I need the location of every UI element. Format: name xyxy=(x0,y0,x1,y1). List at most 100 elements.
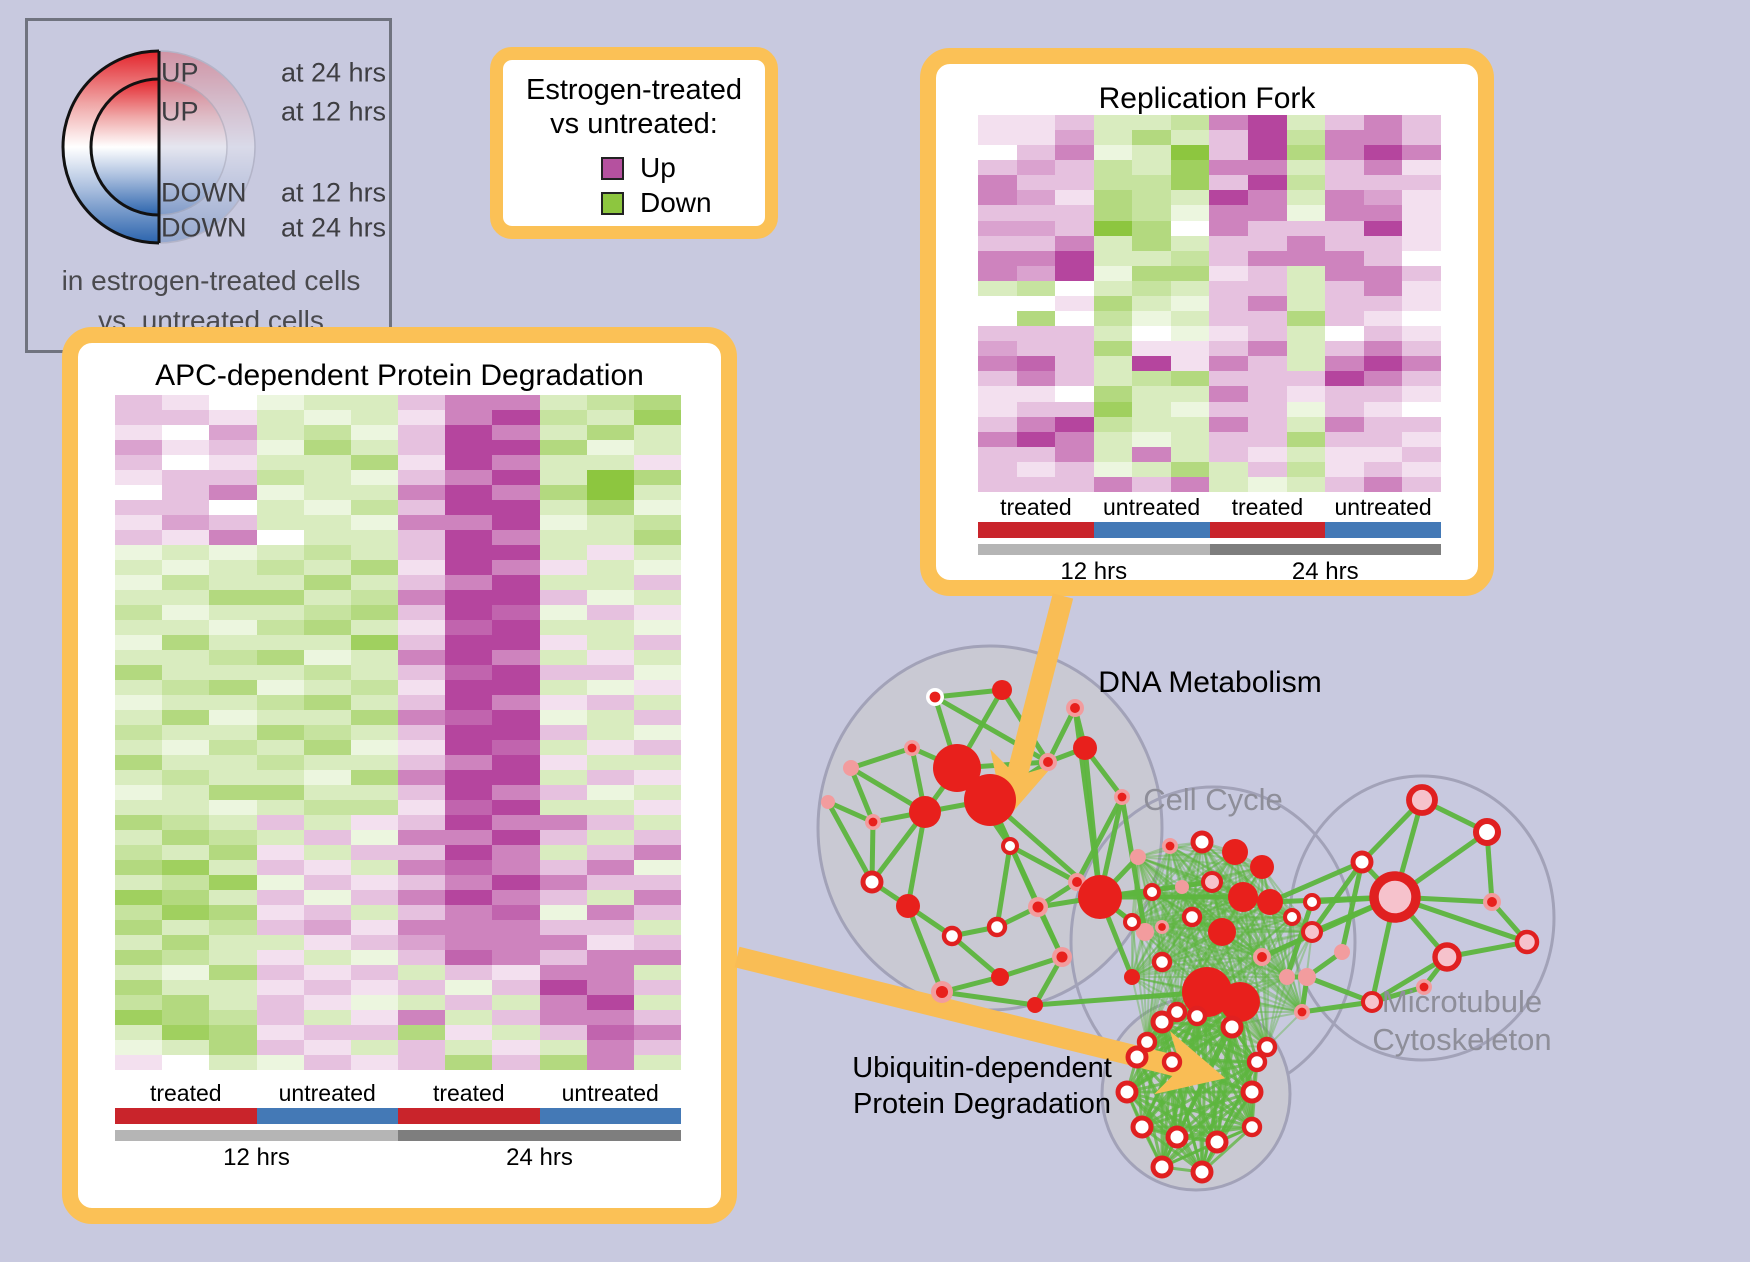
heatmap-cell xyxy=(256,545,304,560)
heatmap-cell xyxy=(492,590,540,605)
heatmap-cell xyxy=(492,485,540,500)
heatmap-cell xyxy=(445,485,493,500)
dna-metabolism-label: DNA Metabolism xyxy=(1098,666,1321,699)
heatmap-cell xyxy=(586,845,634,860)
heatmap-cell xyxy=(1016,265,1056,281)
heatmap-cell xyxy=(1402,115,1441,131)
heatmap-cell xyxy=(350,545,398,560)
heatmap-cell xyxy=(1016,401,1056,417)
network-node-core xyxy=(868,817,878,827)
heatmap-cell xyxy=(1248,356,1287,372)
heatmap-cell xyxy=(539,530,587,545)
heatmap-cell xyxy=(633,605,681,620)
heatmap-cell xyxy=(1363,431,1403,447)
heatmap-cell xyxy=(1093,356,1133,372)
heatmap-cell xyxy=(445,575,493,590)
heatmap-cell xyxy=(978,265,1017,281)
heatmap-cell xyxy=(1170,386,1210,402)
heatmap-cell xyxy=(1286,235,1326,251)
network-node-core xyxy=(1419,982,1429,992)
heatmap-cell xyxy=(978,190,1017,206)
heatmap-cell xyxy=(1132,461,1171,477)
network-node xyxy=(933,744,981,792)
heatmap-cell xyxy=(350,725,398,740)
heatmap-cell xyxy=(1132,250,1171,266)
heatmap-cell xyxy=(1286,175,1326,191)
heatmap-cell xyxy=(445,1040,493,1055)
heatmap-cell xyxy=(398,425,446,440)
heatmap-cell xyxy=(303,695,351,710)
heatmap-cell xyxy=(586,395,634,410)
heatmap-cell xyxy=(256,830,304,845)
heatmap-cell xyxy=(1402,220,1441,236)
heatmap-cell xyxy=(445,620,493,635)
heatmap-cell xyxy=(1170,130,1210,146)
network-node xyxy=(1078,875,1122,919)
heatmap-cell xyxy=(586,575,634,590)
heatmap-cell xyxy=(1248,295,1287,312)
heatmap-cell xyxy=(1286,280,1326,296)
heatmap-cell xyxy=(256,470,304,485)
network-edge xyxy=(848,767,876,823)
down-swatch xyxy=(601,191,624,215)
heatmap-cell xyxy=(633,740,681,755)
heatmap-cell xyxy=(445,695,493,710)
network-node xyxy=(1027,997,1043,1013)
network-edge xyxy=(1176,1090,1253,1139)
network-edge xyxy=(1146,961,1163,1043)
heatmap-cell xyxy=(445,515,493,530)
network-node xyxy=(1136,923,1154,941)
heatmap-cell xyxy=(978,115,1017,131)
heatmap-cell xyxy=(115,1055,163,1070)
heatmap-cell xyxy=(350,440,398,455)
network-node xyxy=(1220,1015,1244,1039)
network-node xyxy=(1124,969,1140,985)
heatmap-cell xyxy=(1325,175,1364,191)
heatmap-cell xyxy=(586,860,634,875)
heatmap-cell xyxy=(1363,250,1403,266)
time-color-bars xyxy=(115,1130,681,1141)
network-edge xyxy=(1082,747,1103,898)
network-edge xyxy=(1201,841,1208,993)
heatmap-cell xyxy=(978,416,1017,432)
heatmap-cell xyxy=(978,356,1017,372)
scale-time-24: at 24 hrs xyxy=(281,57,387,88)
heatmap-cell xyxy=(1325,386,1364,402)
network-node xyxy=(1514,929,1540,955)
heatmap-cell xyxy=(1170,265,1210,281)
network-node xyxy=(1150,1010,1174,1034)
heatmap-cell xyxy=(256,500,304,515)
replication-fork-group-labels: treated untreated treated untreated xyxy=(978,494,1441,521)
heatmap-cell xyxy=(586,500,634,515)
heatmap-cell xyxy=(350,470,398,485)
heatmap-cell xyxy=(445,1010,493,1025)
heatmap-cell xyxy=(398,650,446,665)
network-node xyxy=(1300,920,1324,944)
heatmap-cell xyxy=(398,800,446,815)
heatmap-cell xyxy=(445,965,493,980)
heatmap-cell xyxy=(539,980,587,995)
heatmap-cell xyxy=(398,965,446,980)
heatmap-cell xyxy=(445,740,493,755)
heatmap-cell xyxy=(115,695,163,710)
heatmap-cell xyxy=(539,395,587,410)
network-edge xyxy=(1131,856,1139,923)
heatmap-cell xyxy=(539,620,587,635)
heatmap-cell xyxy=(539,665,587,680)
heatmap-cell xyxy=(1093,175,1133,191)
heatmap-cell xyxy=(350,575,398,590)
heatmap-cell xyxy=(1325,190,1364,206)
heatmap-cell xyxy=(1402,431,1441,447)
network-edge xyxy=(1146,926,1163,1043)
heatmap-cell xyxy=(492,890,540,905)
heatmap-cell xyxy=(633,995,681,1010)
heatmap-cell xyxy=(492,860,540,875)
heatmap-cell xyxy=(586,980,634,995)
heatmap-cell xyxy=(1363,220,1403,236)
heatmap-cell xyxy=(445,800,493,815)
heatmap-cell xyxy=(350,605,398,620)
heatmap-cell xyxy=(539,860,587,875)
heatmap-cell xyxy=(1055,280,1094,296)
heatmap-cell xyxy=(115,1010,163,1025)
network-node xyxy=(1175,880,1189,894)
